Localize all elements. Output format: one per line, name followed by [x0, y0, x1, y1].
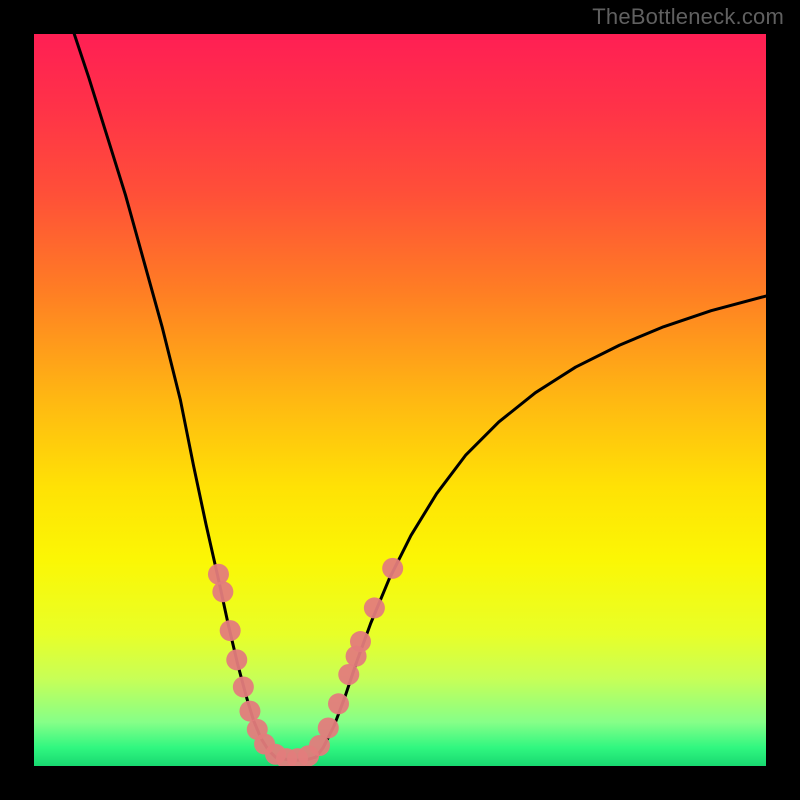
data-marker: [212, 581, 233, 602]
chart-frame: TheBottleneck.com: [0, 0, 800, 800]
data-marker: [364, 597, 385, 618]
data-marker: [208, 564, 229, 585]
plot-svg: [34, 34, 766, 766]
data-marker: [226, 649, 247, 670]
data-marker: [233, 676, 254, 697]
data-marker: [220, 620, 241, 641]
data-marker: [338, 664, 359, 685]
data-marker: [239, 701, 260, 722]
data-marker: [346, 646, 367, 667]
data-marker: [382, 558, 403, 579]
watermark-label: TheBottleneck.com: [592, 4, 784, 30]
data-marker: [328, 693, 349, 714]
plot-background: [34, 34, 766, 766]
plot-area: [34, 34, 766, 766]
data-marker: [318, 717, 339, 738]
